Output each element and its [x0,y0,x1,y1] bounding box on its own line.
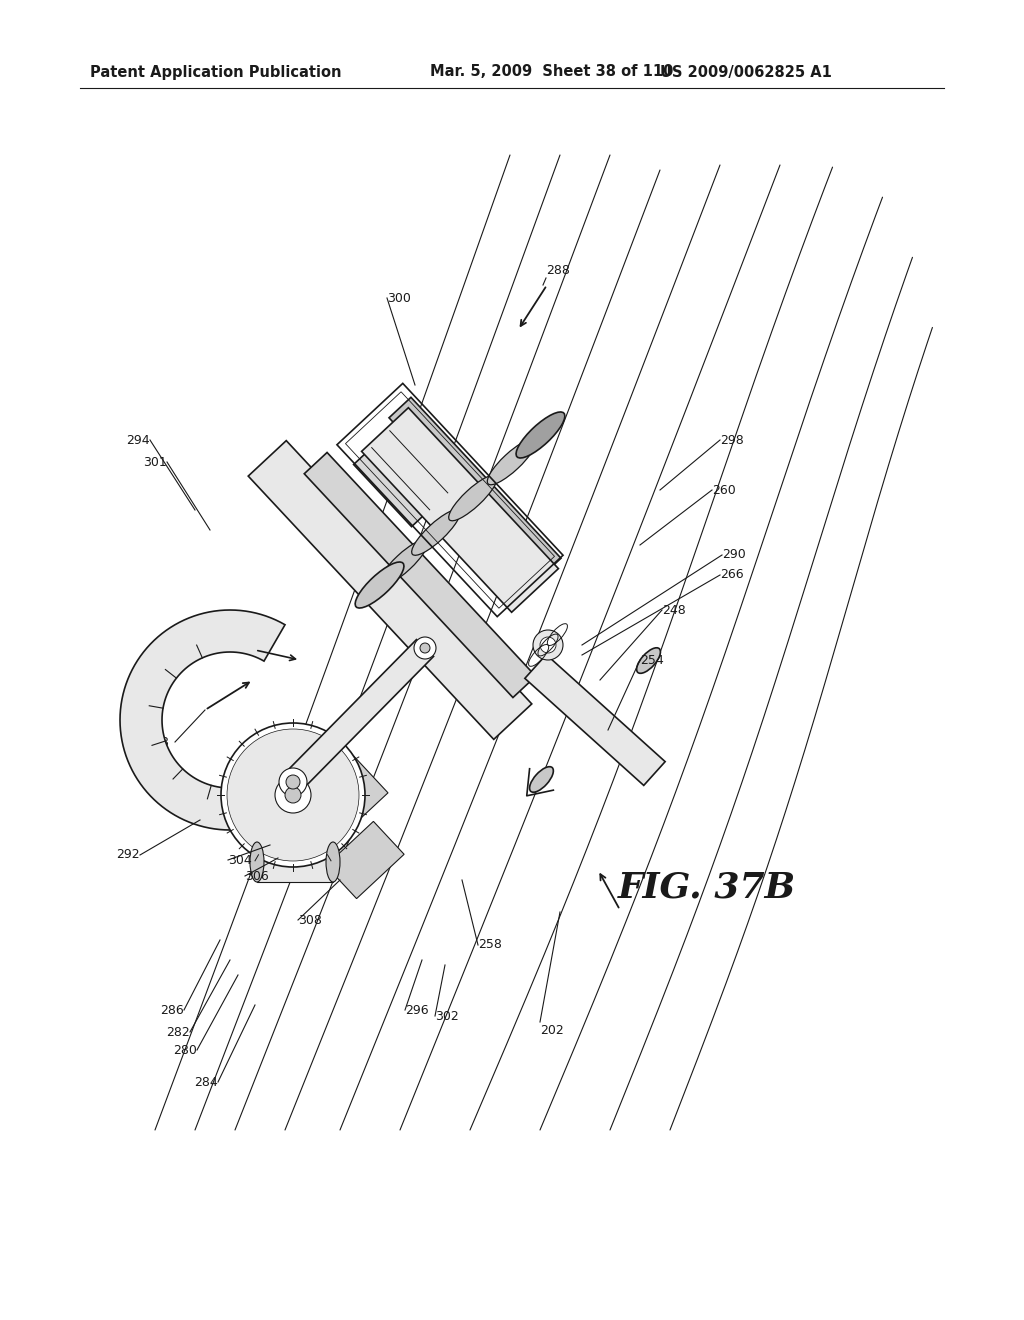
Text: Mar. 5, 2009  Sheet 38 of 110: Mar. 5, 2009 Sheet 38 of 110 [430,65,674,79]
Ellipse shape [412,510,460,556]
Text: 296: 296 [406,1003,429,1016]
Polygon shape [285,640,433,791]
Text: FIG. 37B: FIG. 37B [618,870,796,904]
Text: Patent Application Publication: Patent Application Publication [90,65,341,79]
Text: 280: 280 [173,1044,197,1056]
Polygon shape [304,453,536,697]
Polygon shape [326,821,404,899]
Ellipse shape [449,475,497,521]
Text: 284: 284 [195,1076,218,1089]
Polygon shape [257,842,333,882]
Text: 254: 254 [640,653,664,667]
Polygon shape [361,408,558,612]
Circle shape [534,630,563,660]
Text: 308: 308 [298,913,322,927]
Ellipse shape [250,842,264,882]
Text: 304: 304 [228,854,252,866]
Text: 282: 282 [166,1026,190,1039]
Text: 202: 202 [540,1023,564,1036]
Polygon shape [292,752,388,847]
Ellipse shape [516,412,565,458]
Text: 294: 294 [126,433,150,446]
Ellipse shape [380,540,428,585]
Text: 258: 258 [478,939,502,952]
Polygon shape [248,441,531,739]
Text: 278: 278 [145,735,169,748]
Text: 301: 301 [143,455,167,469]
Polygon shape [353,413,466,527]
Circle shape [420,643,430,653]
Circle shape [275,777,311,813]
Polygon shape [120,610,326,830]
Circle shape [285,787,301,803]
Ellipse shape [326,842,340,882]
Ellipse shape [487,440,536,484]
Circle shape [414,638,436,659]
Text: 300: 300 [387,292,411,305]
Ellipse shape [637,648,660,673]
Text: 298: 298 [720,433,743,446]
Text: 288: 288 [546,264,570,276]
Text: 286: 286 [160,1003,184,1016]
Ellipse shape [529,767,553,792]
Text: 302: 302 [435,1010,459,1023]
Text: 306: 306 [245,870,268,883]
Text: 260: 260 [712,483,736,496]
Circle shape [227,729,359,861]
Polygon shape [525,655,666,785]
Text: 266: 266 [720,569,743,582]
Ellipse shape [355,562,403,609]
Circle shape [540,638,556,653]
Text: US 2009/0062825 A1: US 2009/0062825 A1 [660,65,831,79]
Text: 292: 292 [117,849,140,862]
Circle shape [286,775,300,789]
Polygon shape [389,397,561,578]
Circle shape [279,768,307,796]
Circle shape [221,723,365,867]
Text: 248: 248 [662,603,686,616]
Text: 290: 290 [722,549,745,561]
